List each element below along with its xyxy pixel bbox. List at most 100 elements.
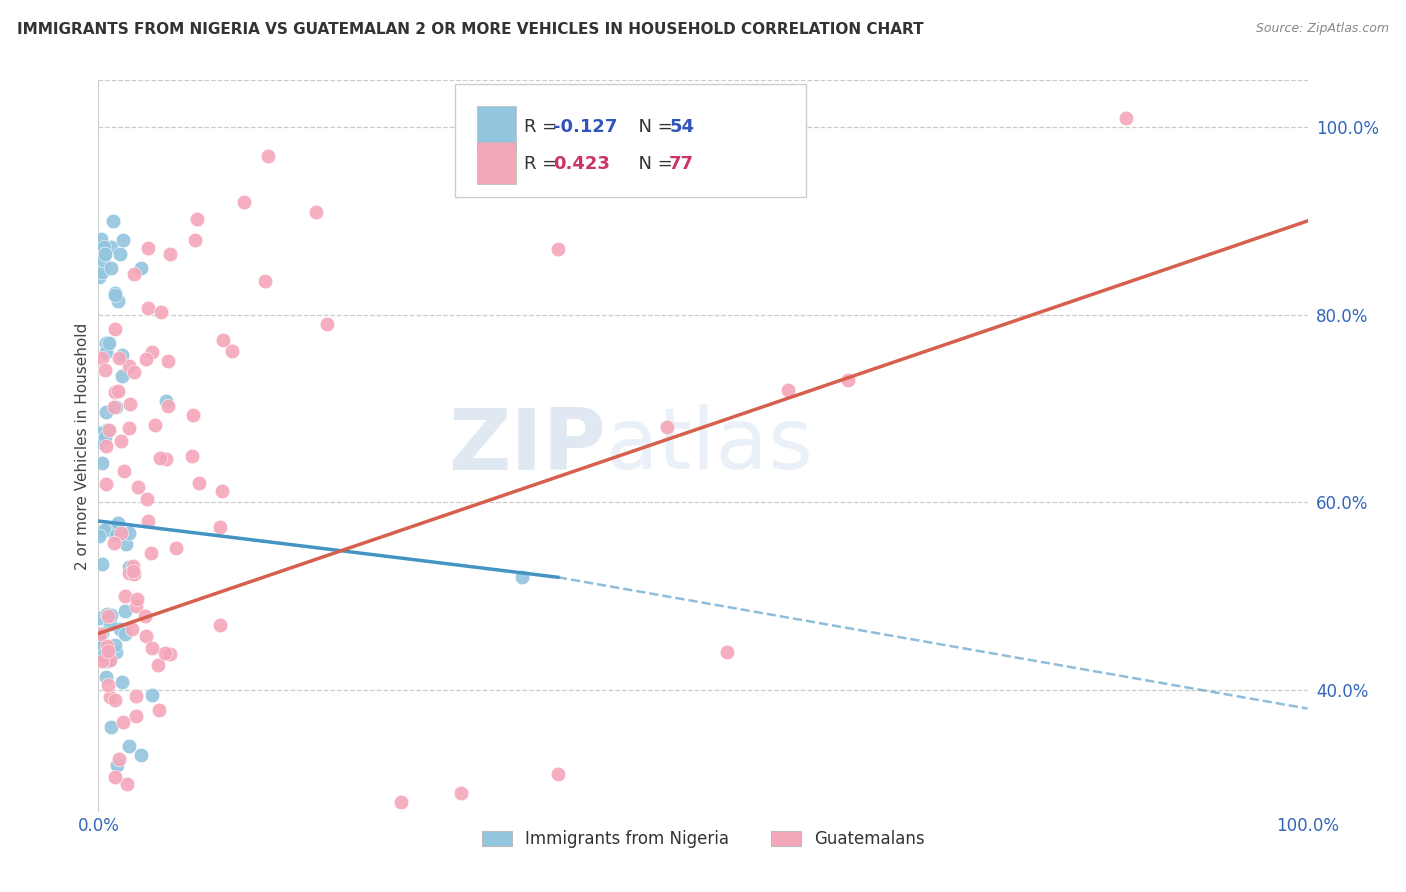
Point	[125, 591, 148, 606]
Point	[104, 693, 127, 707]
Point	[108, 246, 131, 260]
Point	[91, 558, 114, 572]
Point	[134, 608, 156, 623]
Point	[121, 564, 143, 578]
Text: N =: N =	[627, 118, 678, 136]
Point	[150, 305, 173, 319]
Point	[104, 645, 127, 659]
Point	[115, 537, 138, 551]
Point	[305, 204, 328, 219]
Point	[184, 233, 207, 247]
Point	[104, 384, 127, 399]
Point	[156, 354, 179, 368]
Point	[104, 770, 127, 784]
Point	[110, 526, 132, 541]
Point	[87, 635, 110, 649]
Text: ZIP: ZIP	[449, 404, 606, 488]
Point	[221, 343, 243, 358]
Point	[148, 704, 170, 718]
Point	[93, 252, 115, 267]
Point	[93, 429, 115, 443]
Point	[89, 640, 111, 655]
Text: IMMIGRANTS FROM NIGERIA VS GUATEMALAN 2 OR MORE VEHICLES IN HOUSEHOLD CORRELATIO: IMMIGRANTS FROM NIGERIA VS GUATEMALAN 2 …	[17, 22, 924, 37]
Point	[450, 786, 472, 800]
Point	[232, 195, 254, 210]
Point	[96, 423, 118, 437]
Point	[110, 674, 132, 689]
Point	[104, 638, 127, 652]
Point	[122, 558, 145, 573]
Point	[97, 335, 120, 350]
Point	[100, 261, 122, 276]
Point	[187, 476, 209, 491]
Point	[159, 647, 181, 661]
Point	[101, 214, 124, 228]
Point	[91, 351, 114, 366]
Point	[139, 546, 162, 560]
Text: 0.423: 0.423	[553, 155, 610, 173]
Point	[97, 678, 120, 692]
FancyBboxPatch shape	[456, 84, 806, 197]
Point	[138, 514, 160, 528]
Point	[94, 247, 117, 261]
Point	[135, 491, 157, 506]
Point	[316, 317, 339, 331]
Point	[100, 240, 122, 254]
Point	[149, 451, 172, 466]
Point	[114, 590, 136, 604]
Point	[141, 688, 163, 702]
Point	[256, 148, 278, 162]
Point	[138, 301, 160, 315]
Point	[153, 647, 176, 661]
Point	[125, 689, 148, 703]
Point	[165, 541, 187, 556]
FancyBboxPatch shape	[477, 106, 516, 150]
Point	[91, 265, 114, 279]
Point	[96, 439, 118, 453]
Text: R =: R =	[524, 118, 562, 136]
Point	[111, 715, 134, 730]
Point	[94, 345, 117, 359]
Text: 54: 54	[669, 118, 695, 136]
Point	[114, 627, 136, 641]
Point	[122, 267, 145, 281]
Point	[89, 626, 111, 640]
Point	[103, 400, 125, 414]
Point	[776, 383, 799, 397]
Point	[125, 599, 148, 613]
Point	[97, 609, 120, 624]
Point	[103, 535, 125, 549]
Point	[655, 420, 678, 434]
Point	[118, 359, 141, 374]
Point	[1115, 111, 1137, 125]
Text: atlas: atlas	[606, 404, 814, 488]
Point	[107, 516, 129, 531]
Point	[136, 241, 159, 255]
Point	[155, 394, 177, 409]
Point	[208, 617, 231, 632]
Point	[118, 525, 141, 540]
Point	[212, 333, 235, 347]
Point	[89, 611, 111, 625]
Point	[157, 399, 180, 413]
Point	[111, 233, 134, 247]
Point	[108, 752, 131, 766]
Point	[129, 260, 152, 275]
Point	[112, 464, 135, 478]
Point	[115, 777, 138, 791]
Point	[118, 566, 141, 580]
Point	[124, 365, 146, 379]
Point	[181, 449, 204, 463]
Point	[716, 645, 738, 659]
Point	[253, 274, 276, 288]
Point	[100, 652, 122, 666]
Point	[89, 425, 111, 440]
Point	[208, 520, 231, 534]
Point	[547, 767, 569, 781]
Point	[94, 362, 117, 376]
Point	[104, 400, 127, 414]
Point	[96, 523, 118, 537]
Y-axis label: 2 or more Vehicles in Household: 2 or more Vehicles in Household	[75, 322, 90, 570]
Point	[87, 270, 110, 285]
Point	[118, 560, 141, 574]
